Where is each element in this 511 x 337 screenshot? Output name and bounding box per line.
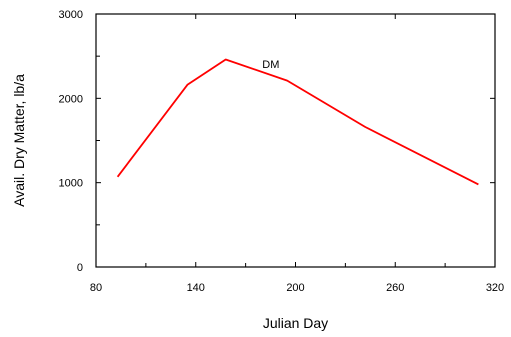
series-line-dm bbox=[116, 58, 479, 186]
annotations: DM bbox=[262, 59, 279, 71]
x-tick-label: 140 bbox=[187, 282, 205, 294]
y-tick-label: 0 bbox=[77, 262, 83, 274]
x-axis-title: Julian Day bbox=[263, 315, 328, 331]
y-tick-label: 2000 bbox=[59, 93, 83, 105]
axis-ticks bbox=[95, 13, 496, 268]
x-tick-label: 200 bbox=[286, 282, 304, 294]
y-axis-title: Avail. Dry Matter, lb/a bbox=[11, 74, 27, 207]
series-layer bbox=[116, 58, 479, 186]
plot-frame bbox=[95, 13, 496, 268]
x-tick-label: 320 bbox=[486, 282, 504, 294]
x-tick-label: 80 bbox=[90, 282, 102, 294]
series-annotation: DM bbox=[262, 59, 279, 71]
y-tick-label: 1000 bbox=[59, 178, 83, 190]
x-tick-label: 260 bbox=[386, 282, 404, 294]
y-tick-label: 3000 bbox=[59, 9, 83, 21]
tick-labels: 80 140 200 260 320 0 1000 2000 3000 bbox=[59, 9, 505, 294]
